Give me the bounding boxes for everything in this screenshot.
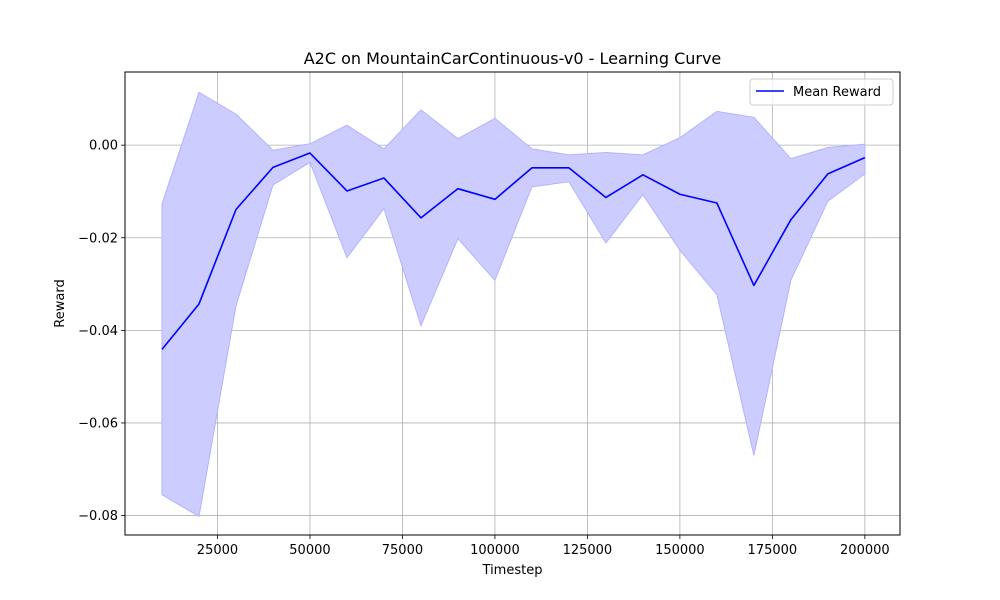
x-axis-label: Timestep [482, 563, 543, 578]
x-tick-label: 125000 [563, 543, 613, 558]
mean-reward-series-line [161, 152, 866, 350]
y-tick-label: −0.02 [78, 231, 118, 246]
x-tick-label: 150000 [655, 543, 705, 558]
y-tick-label: −0.08 [78, 509, 118, 524]
y-axis-label: Reward [53, 279, 68, 327]
mean-reward-line [161, 152, 866, 350]
x-tick-label: 100000 [470, 543, 520, 558]
std-band-area [161, 91, 866, 518]
reward-std-band [161, 91, 866, 518]
x-tick-label: 75000 [382, 543, 423, 558]
legend-label-mean-reward: Mean Reward [793, 85, 881, 100]
x-tick-label: 175000 [748, 543, 798, 558]
x-tick-label: 50000 [289, 543, 330, 558]
x-tick-label: 200000 [840, 543, 890, 558]
plot-frame [124, 71, 901, 536]
legend: Mean Reward [749, 78, 894, 106]
y-tick-label: 0.00 [89, 139, 118, 154]
y-tick-label: −0.06 [78, 416, 118, 431]
x-axis-ticks: 25000 50000 75000 100000 125000 150000 175000 2… [197, 535, 890, 558]
y-axis-ticks: 0.00 −0.02 −0.04 −0.06 −0.08 [78, 139, 125, 524]
legend-box [749, 78, 894, 106]
y-tick-label: −0.04 [78, 324, 118, 339]
chart-title: A2C on MountainCarContinuous-v0 - Learni… [304, 49, 722, 68]
x-tick-label: 25000 [197, 543, 238, 558]
